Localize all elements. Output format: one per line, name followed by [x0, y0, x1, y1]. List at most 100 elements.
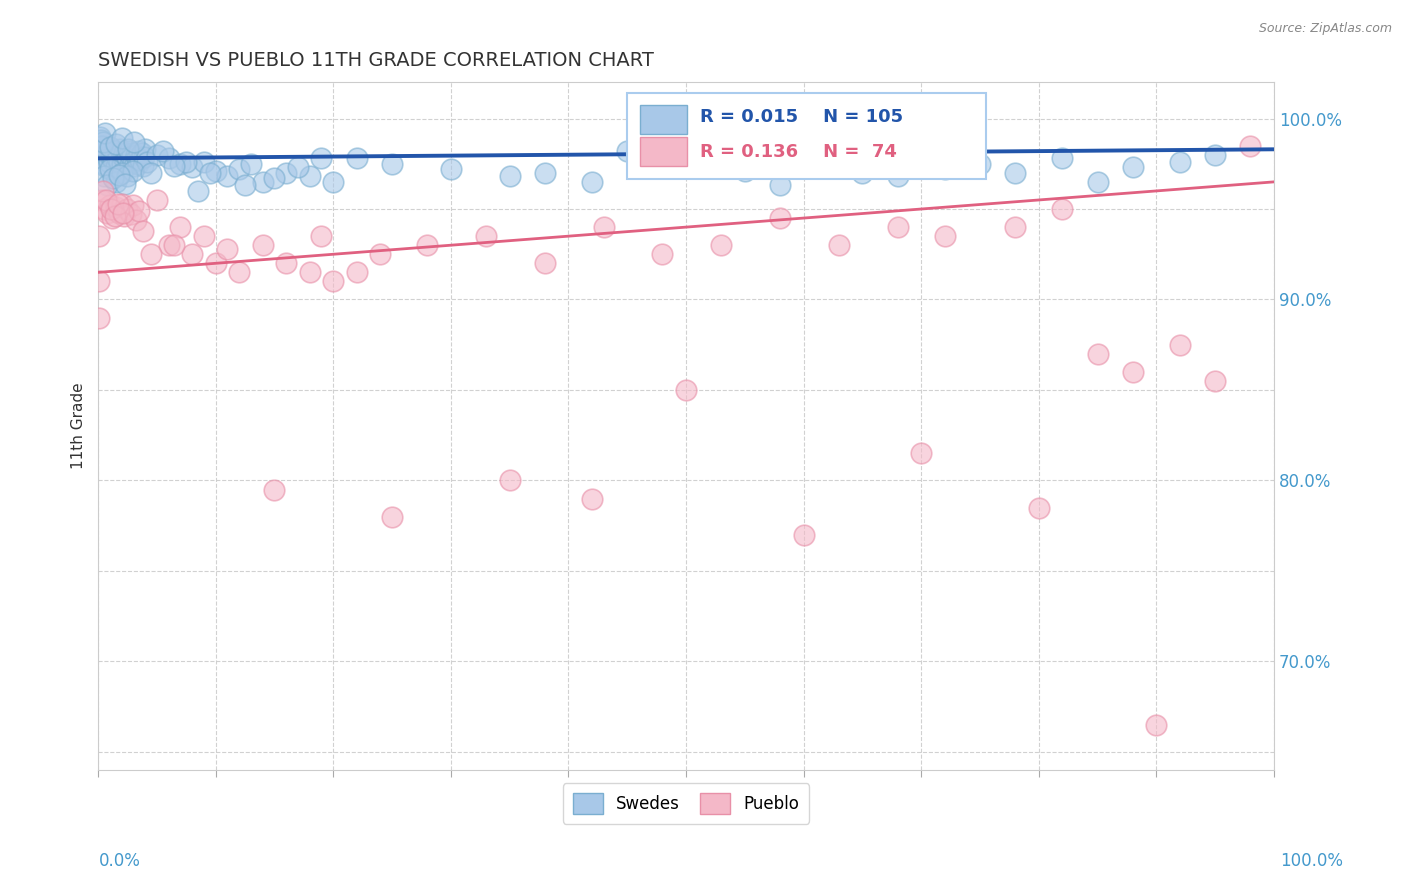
Point: [117, 152, 139, 166]
Point: [934, 229, 956, 244]
Point: [110, 157, 132, 171]
Point: [381, 509, 404, 524]
Point: [851, 166, 873, 180]
Point: [124, 159, 146, 173]
Point: [1239, 138, 1261, 153]
Point: [734, 164, 756, 178]
Point: [298, 169, 321, 184]
Point: [111, 131, 134, 145]
Point: [534, 166, 557, 180]
Point: [90, 152, 112, 166]
Point: [193, 155, 215, 169]
Point: [115, 147, 138, 161]
Point: [105, 152, 128, 166]
Point: [90, 193, 112, 207]
Point: [100, 140, 122, 154]
Point: [440, 162, 463, 177]
Point: [122, 135, 145, 149]
Point: [96, 205, 118, 219]
Point: [169, 157, 191, 171]
Point: [198, 166, 221, 180]
Point: [129, 153, 152, 168]
Point: [110, 142, 132, 156]
Point: [228, 162, 250, 177]
Legend: Swedes, Pueblo: Swedes, Pueblo: [562, 783, 810, 823]
Point: [181, 247, 204, 261]
FancyBboxPatch shape: [640, 137, 688, 166]
Point: [263, 483, 285, 497]
Point: [117, 202, 139, 216]
Point: [1087, 347, 1109, 361]
Point: [100, 149, 122, 163]
Text: Source: ZipAtlas.com: Source: ZipAtlas.com: [1258, 22, 1392, 36]
Point: [581, 491, 603, 506]
Point: [114, 177, 136, 191]
Text: R = 0.136    N =  74: R = 0.136 N = 74: [700, 144, 897, 161]
Point: [146, 147, 169, 161]
Point: [163, 238, 186, 252]
Point: [581, 175, 603, 189]
Point: [124, 212, 146, 227]
Point: [204, 256, 226, 270]
Point: [1004, 166, 1026, 180]
Point: [157, 152, 180, 166]
Point: [104, 159, 127, 173]
Text: R = 0.015    N = 105: R = 0.015 N = 105: [700, 109, 903, 127]
Point: [592, 220, 614, 235]
Point: [98, 162, 121, 177]
Point: [117, 144, 139, 158]
Point: [118, 157, 141, 171]
Point: [1087, 175, 1109, 189]
Point: [651, 247, 673, 261]
Point: [127, 157, 149, 171]
Point: [122, 155, 145, 169]
Point: [107, 196, 129, 211]
Point: [169, 220, 191, 235]
Point: [311, 152, 333, 166]
Point: [276, 256, 298, 270]
Point: [181, 161, 204, 175]
Point: [263, 171, 285, 186]
Point: [89, 129, 111, 144]
Point: [108, 205, 131, 219]
Point: [675, 152, 697, 166]
Point: [322, 274, 344, 288]
Point: [1122, 365, 1144, 379]
Point: [96, 145, 118, 160]
Point: [139, 247, 162, 261]
Point: [1028, 500, 1050, 515]
Point: [103, 144, 125, 158]
Point: [134, 142, 156, 156]
Point: [136, 155, 159, 169]
Point: [187, 184, 209, 198]
Point: [793, 527, 815, 541]
Point: [103, 171, 125, 186]
Point: [346, 265, 368, 279]
Point: [152, 144, 174, 158]
Point: [1204, 374, 1226, 388]
Point: [111, 205, 134, 219]
Point: [276, 166, 298, 180]
Point: [100, 202, 122, 216]
Point: [98, 198, 121, 212]
Point: [769, 178, 792, 193]
Text: 100.0%: 100.0%: [1279, 852, 1343, 870]
Point: [107, 145, 129, 160]
Point: [1122, 161, 1144, 175]
FancyBboxPatch shape: [627, 93, 986, 178]
Point: [252, 175, 274, 189]
Point: [103, 209, 125, 223]
Point: [121, 145, 143, 160]
Point: [534, 256, 557, 270]
Point: [101, 147, 124, 161]
Point: [239, 157, 262, 171]
Point: [217, 242, 239, 256]
Point: [311, 229, 333, 244]
Point: [815, 157, 838, 171]
Point: [368, 247, 391, 261]
Point: [87, 229, 110, 244]
Point: [89, 138, 111, 153]
Point: [96, 178, 118, 193]
Point: [498, 474, 520, 488]
Point: [94, 147, 117, 161]
